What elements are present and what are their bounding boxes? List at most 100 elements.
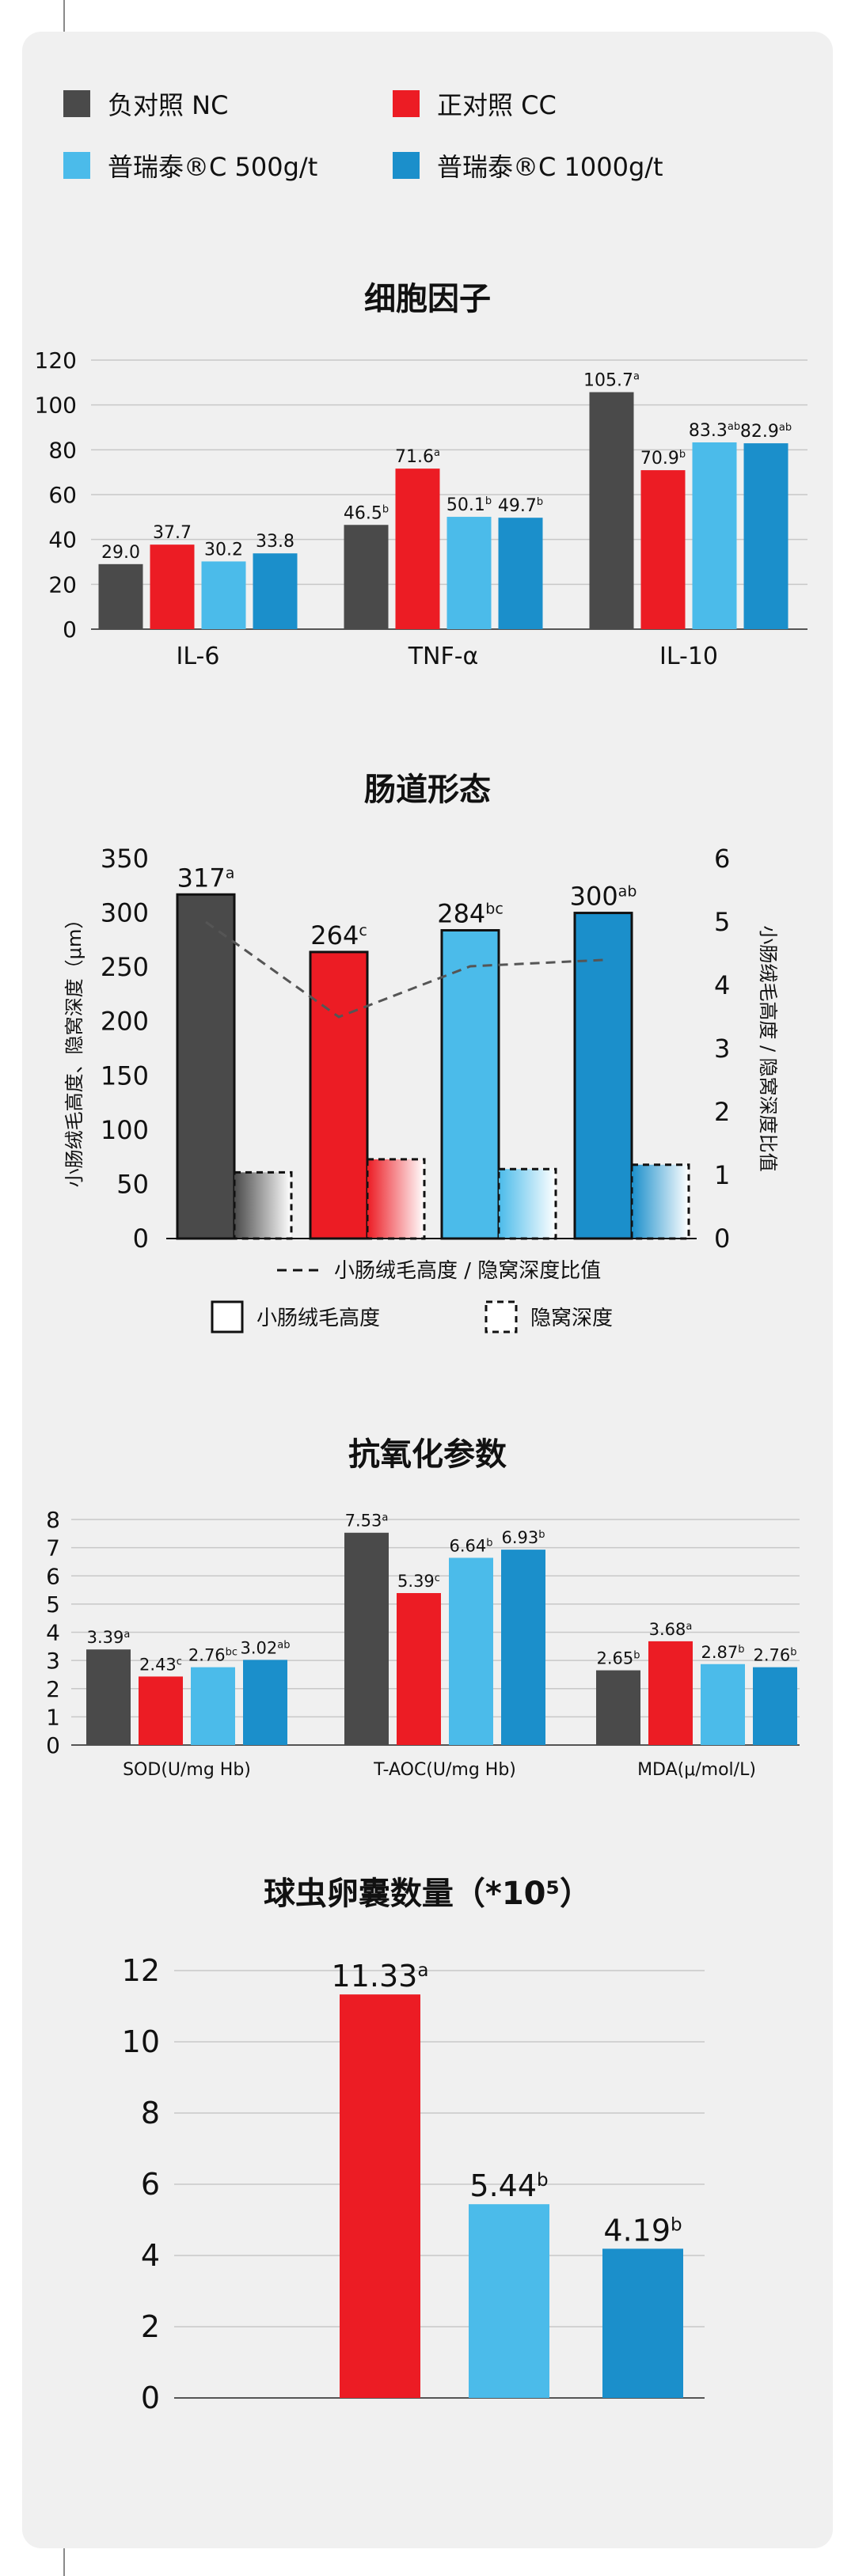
legend-swatch-c1000 — [393, 152, 420, 179]
y-tick-label: 4 — [141, 2238, 160, 2273]
x-tick-label: IL-6 — [177, 643, 220, 670]
y-tick-label: 8 — [141, 2096, 160, 2130]
data-label: 5.39c — [397, 1572, 440, 1591]
data-label: 49.7b — [498, 496, 543, 516]
data-label: 83.3ab — [689, 421, 740, 441]
data-label: 3.02ab — [241, 1638, 291, 1657]
y-axis-label: 小肠绒毛高度、隐窝深度（μm） — [63, 910, 86, 1188]
data-label: 82.9ab — [740, 422, 792, 442]
data-label: 2.76bc — [188, 1646, 238, 1665]
bar — [753, 1667, 797, 1745]
y-tick-label: 60 — [48, 482, 77, 508]
y-tick-label: 12 — [122, 1953, 160, 1988]
ratio-line — [205, 920, 604, 1019]
dashed-legend-label: 隐窝深度 — [530, 1307, 613, 1330]
crypt-bar — [366, 1158, 426, 1240]
villus-data-label: 317a — [177, 863, 235, 893]
ratio-legend-label: 小肠绒毛高度 / 隐窝深度比值 — [334, 1259, 601, 1283]
x-tick-label: T-AOC(U/mg Hb) — [373, 1760, 516, 1780]
legend-item-c500: 普瑞泰®C 500g/t — [63, 147, 317, 184]
dashed-legend-swatch — [484, 1300, 518, 1334]
y-tick-label: 0 — [46, 1732, 60, 1758]
bar — [344, 525, 389, 629]
data-label: 2.43c — [139, 1655, 182, 1674]
y-tick-label: 50 — [116, 1169, 149, 1199]
y-tick-label: 2 — [141, 2309, 160, 2344]
bar — [253, 553, 298, 629]
cytokine-chart: 0 20 40 60 80 100 120 29.0 37.7 30.2 33.8 IL-6 46.5b… — [35, 347, 808, 670]
bar — [648, 1641, 693, 1745]
legend-swatch-cc — [393, 90, 420, 117]
bar — [344, 1532, 389, 1745]
villus-bar — [176, 893, 236, 1240]
crypt-bar — [233, 1170, 293, 1240]
bar — [501, 1550, 545, 1745]
y2-axis-label: 小肠绒毛高度 / 隐窝深度比值 — [757, 925, 779, 1171]
data-label: 71.6a — [395, 447, 440, 467]
y-tick-label: 2 — [46, 1676, 60, 1702]
x-tick-label: IL-10 — [659, 643, 718, 670]
data-label: 33.8 — [256, 532, 294, 552]
data-label: 50.1b — [446, 495, 492, 515]
y-tick-label: 20 — [48, 571, 77, 598]
bar — [139, 1676, 183, 1745]
y-tick-label: 6 — [141, 2167, 160, 2202]
y-tick-label: 40 — [48, 527, 77, 553]
y2-tick-label: 1 — [714, 1160, 730, 1190]
top-divider-line — [63, 0, 65, 32]
oocyst-chart: 0 2 4 6 8 10 12 11.33a 5.44b 4.19b — [122, 1953, 705, 2415]
legend-item-nc: 负对照 NC — [63, 85, 228, 122]
bar — [596, 1670, 640, 1745]
x-tick-label: SOD(U/mg Hb) — [123, 1760, 251, 1780]
bar — [98, 563, 143, 629]
villus-bar — [573, 912, 633, 1240]
legend-label-cc: 正对照 CC — [437, 90, 557, 120]
oocyst-bar — [340, 1994, 420, 2398]
legend-label-nc: 负对照 NC — [108, 90, 229, 120]
chart-title-intestinal: 肠道形态 — [364, 772, 491, 808]
bar — [395, 469, 440, 629]
data-label: 7.53a — [345, 1512, 389, 1531]
data-label: 30.2 — [204, 540, 243, 560]
intestinal-morphology-chart: 0 50 100 150 200 250 300 350 0 1 2 3 4 5 6 小肠绒毛高度、隐窝深度（… — [63, 844, 779, 1334]
y-tick-label: 120 — [35, 347, 77, 374]
y-tick-label: 1 — [46, 1704, 60, 1730]
crypt-bar — [630, 1163, 690, 1240]
villus-bar — [309, 950, 369, 1240]
y-tick-label: 7 — [46, 1535, 60, 1561]
y-tick-label: 10 — [122, 2024, 160, 2059]
x-tick-label: TNF-α — [408, 643, 479, 670]
bar — [397, 1592, 441, 1745]
bar — [692, 442, 737, 629]
y-tick-label: 0 — [63, 616, 77, 643]
data-label: 29.0 — [101, 543, 140, 563]
crypt-bar — [497, 1167, 557, 1240]
y-tick-label: 350 — [101, 844, 149, 874]
data-label: 6.93b — [501, 1528, 545, 1547]
bar — [150, 544, 195, 629]
y-tick-label: 4 — [46, 1620, 60, 1646]
y-tick-label: 200 — [101, 1007, 149, 1037]
y-tick-label: 300 — [101, 898, 149, 928]
bar — [449, 1557, 493, 1745]
villus-data-label: 300ab — [570, 882, 637, 912]
villus-data-label: 284bc — [437, 899, 504, 929]
bar — [640, 470, 686, 629]
data-label: 2.65b — [596, 1649, 640, 1668]
chart-title-antioxidant: 抗氧化参数 — [348, 1436, 507, 1473]
legend-item-c1000: 普瑞泰®C 1000g/t — [393, 147, 663, 184]
bar — [243, 1660, 287, 1745]
data-label: 37.7 — [153, 523, 192, 543]
chart-title-cytokines: 细胞因子 — [364, 281, 491, 317]
data-label: 2.76b — [753, 1646, 796, 1665]
solid-legend-swatch — [211, 1300, 244, 1334]
y-tick-label: 100 — [35, 393, 77, 419]
y2-tick-label: 3 — [714, 1034, 730, 1064]
data-label: 5.44b — [469, 2168, 548, 2203]
y-tick-label: 8 — [46, 1507, 60, 1533]
data-label: 6.64b — [449, 1536, 492, 1555]
x-tick-label: MDA(μ/mol/L) — [637, 1760, 756, 1780]
data-label: 4.19b — [603, 2213, 682, 2248]
y2-tick-label: 2 — [714, 1097, 730, 1127]
y-tick-label: 100 — [101, 1115, 149, 1145]
